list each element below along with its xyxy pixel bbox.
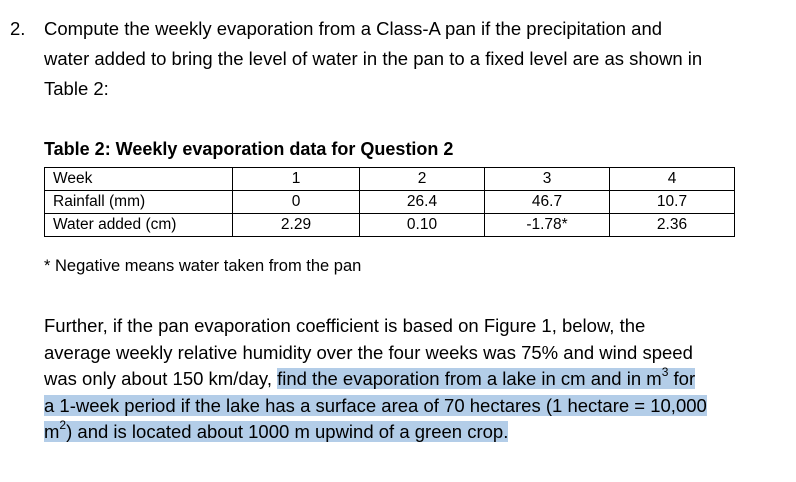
table-row: Rainfall (mm) 0 26.4 46.7 10.7	[44, 190, 735, 214]
table-header-cell: 3	[484, 167, 610, 191]
table-header-cell: 2	[359, 167, 485, 191]
further-line-5: m2) and is located about 1000 m upwind o…	[44, 419, 784, 446]
highlighted-text-part: m	[44, 421, 60, 442]
further-line-1: Further, if the pan evaporation coeffici…	[44, 315, 646, 336]
highlighted-text-part: ) and is located about 1000 m upwind of …	[66, 421, 509, 442]
table-cell: 26.4	[359, 190, 485, 214]
evaporation-data-table: Week 1 2 3 4 Rainfall (mm) 0 26.4 46.7 1…	[44, 167, 735, 237]
further-line-2: average weekly relative humidity over th…	[44, 341, 693, 363]
question-line-1: Compute the weekly evaporation from a Cl…	[44, 18, 663, 39]
highlighted-text[interactable]: a 1-week period if the lake has a surfac…	[44, 394, 707, 416]
highlighted-text-part: find the evaporation from a lake in cm a…	[277, 368, 662, 389]
table-header-cell: 1	[232, 167, 360, 191]
table-row-label: Rainfall (mm)	[44, 190, 233, 214]
table-header-row: Week 1 2 3 4	[44, 167, 735, 191]
table-cell: 10.7	[609, 190, 735, 214]
table-cell: 0.10	[359, 213, 485, 237]
further-line-3-plain: was only about 150 km/day,	[44, 368, 278, 389]
question-line-2: water added to bring the level of water …	[44, 48, 703, 69]
table-cell: 46.7	[484, 190, 610, 214]
question-number: 2.	[10, 18, 26, 39]
table-header-label: Week	[44, 167, 233, 191]
question-line-3: Table 2:	[44, 78, 109, 99]
table-cell: 2.36	[609, 213, 735, 237]
table-footnote: * Negative means water taken from the pa…	[44, 257, 362, 275]
table-cell: 2.29	[232, 213, 360, 237]
superscript-3: 3	[661, 364, 669, 379]
table-cell: -1.78*	[484, 213, 610, 237]
highlighted-text[interactable]: m2) and is located about 1000 m upwind o…	[44, 417, 509, 442]
table-cell: 0	[232, 190, 360, 214]
further-line-3: was only about 150 km/day, find the evap…	[44, 366, 784, 393]
superscript-2: 2	[59, 417, 67, 432]
highlighted-text[interactable]: find the evaporation from a lake in cm a…	[277, 364, 696, 389]
table-row: Water added (cm) 2.29 0.10 -1.78* 2.36	[44, 213, 735, 237]
table-row-label: Water added (cm)	[44, 213, 233, 237]
highlighted-text-part: for	[668, 368, 696, 389]
further-line-4: a 1-week period if the lake has a surfac…	[44, 393, 784, 420]
further-paragraph: Further, if the pan evaporation coeffici…	[44, 313, 784, 446]
table-caption: Table 2: Weekly evaporation data for Que…	[44, 139, 454, 159]
table-header-cell: 4	[609, 167, 735, 191]
question-text: Compute the weekly evaporation from a Cl…	[44, 14, 784, 104]
